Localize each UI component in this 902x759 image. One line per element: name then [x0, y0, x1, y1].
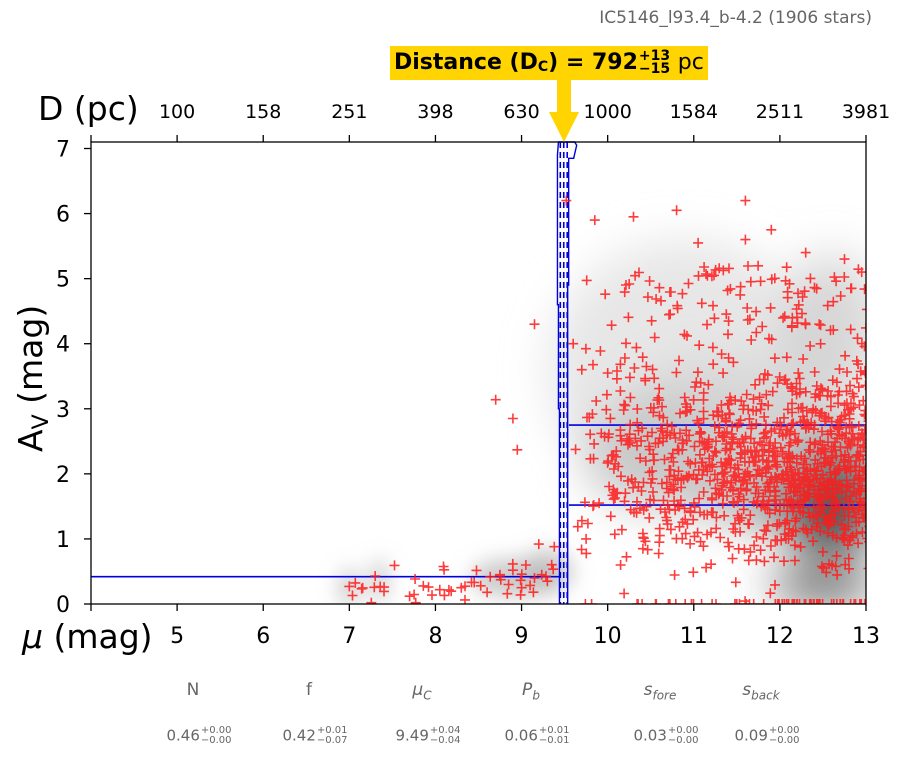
param-symbol: μ	[412, 680, 424, 700]
distance-plus: +13	[638, 48, 671, 64]
param-subscript: b	[532, 688, 540, 703]
param-error-minus: −0.00	[768, 735, 800, 746]
param-value-main: 0.42	[282, 726, 316, 745]
param-value-main: 0.46	[166, 726, 200, 745]
density-blob	[771, 561, 866, 604]
param-value: 0.09 +0.00 −0.00	[712, 726, 822, 746]
distance-prefix: Distance (D	[394, 50, 538, 75]
param-value-main: 0.03	[633, 726, 667, 745]
y-tick-label: 4	[56, 333, 70, 358]
distance-minus: −15	[638, 61, 671, 77]
param-value-main: 0.09	[734, 726, 768, 745]
distance-error: +13 −15	[638, 48, 671, 77]
top-tick-label: 100	[159, 101, 195, 123]
param-name: Pb	[476, 680, 586, 702]
param-subscript: C	[423, 688, 432, 703]
y-axis-label: AV (mag)	[11, 305, 54, 452]
param-value-main: 0.06	[504, 726, 538, 745]
param-name: sfore	[605, 680, 715, 702]
param-value: 0.42 +0.01 −0.07	[260, 726, 370, 746]
top-tick-label: 251	[331, 101, 367, 123]
top-tick-label: 2511	[756, 101, 804, 123]
y-tick-label: 7	[56, 138, 70, 163]
top-axis-label: D (pc)	[38, 89, 139, 128]
param-symbol: N	[186, 680, 200, 700]
x-tick-label: 11	[680, 624, 708, 649]
top-tick-label: 158	[245, 101, 281, 123]
y-axis-subscript: V	[29, 414, 54, 429]
param-name: sback	[706, 680, 816, 702]
param-error-plus: +0.01	[538, 725, 570, 736]
x-tick-label: 8	[428, 624, 442, 649]
top-tick-label: 3981	[842, 101, 890, 123]
x-tick-label: 5	[170, 624, 184, 649]
density-background	[339, 239, 866, 604]
x-tick-label: 13	[852, 624, 880, 649]
y-tick-label: 6	[56, 203, 70, 228]
y-axis-unit: (mag)	[11, 305, 50, 415]
param-error-minus: −0.04	[429, 735, 461, 746]
x-tick-label: 7	[342, 624, 356, 649]
distance-unit: pc	[677, 50, 704, 75]
param-error-minus: −0.00	[200, 735, 232, 746]
param-symbol: P	[522, 680, 533, 700]
param-value: 0.03 +0.00 −0.00	[611, 726, 721, 746]
x-axis-unit: (mag)	[43, 617, 153, 656]
x-tick-label: 9	[515, 624, 529, 649]
param-error: +0.00 −0.00	[668, 726, 699, 746]
param-error: +0.04 −0.04	[430, 726, 461, 746]
param-error: +0.00 −0.00	[201, 726, 232, 746]
x-tick-label: 12	[766, 624, 794, 649]
param-value-main: 9.49	[395, 726, 429, 745]
param-error-plus: +0.04	[429, 725, 461, 736]
density-blob	[370, 558, 389, 604]
param-error-minus: −0.00	[667, 735, 699, 746]
distance-sub: C	[537, 59, 549, 75]
y-tick-label: 5	[56, 268, 70, 293]
x-tick-label: 6	[256, 624, 270, 649]
param-error-plus: +0.00	[200, 725, 232, 736]
param-symbol: s	[643, 680, 653, 700]
param-error-plus: +0.01	[316, 725, 348, 736]
distance-annotation: Distance (DC) = 792 +13 −15 pc	[390, 46, 708, 80]
x-axis-symbol: μ	[21, 617, 43, 656]
star-markers	[344, 195, 866, 604]
top-tick-label: 1000	[583, 101, 631, 123]
param-subscript: fore	[652, 688, 677, 703]
param-subscript: back	[751, 688, 780, 703]
param-error-plus: +0.00	[667, 725, 699, 736]
top-tick-label: 398	[417, 101, 453, 123]
param-error: +0.01 −0.01	[539, 726, 570, 746]
param-error-plus: +0.00	[768, 725, 800, 736]
top-tick-label: 630	[503, 101, 539, 123]
param-symbol: s	[742, 680, 752, 700]
top-tick-label: 1584	[670, 101, 718, 123]
x-axis-label: μ (mag)	[21, 617, 153, 656]
star-plus-markers	[344, 195, 866, 604]
distance-value: ) = 792	[548, 50, 638, 75]
plot-frame	[90, 141, 867, 605]
y-axis-symbol: A	[11, 429, 50, 452]
param-error-minus: −0.01	[538, 735, 570, 746]
param-symbol: f	[306, 680, 312, 700]
cloud-label: IC5146_l93.4_b-4.2 (1906 stars)	[599, 8, 872, 28]
param-value: 9.49 +0.04 −0.04	[373, 726, 483, 746]
param-value: 0.06 +0.01 −0.01	[482, 726, 592, 746]
y-tick-label: 0	[56, 593, 70, 618]
param-name: f	[254, 680, 364, 700]
y-tick-label: 3	[56, 398, 70, 423]
param-error: +0.01 −0.07	[317, 726, 348, 746]
param-name: N	[138, 680, 248, 700]
x-tick-label: 10	[594, 624, 622, 649]
param-value: 0.46 +0.00 −0.00	[144, 726, 254, 746]
param-name: μC	[367, 680, 477, 702]
y-tick-label: 2	[56, 463, 70, 488]
y-tick-label: 1	[56, 528, 70, 553]
distance-arrow	[549, 80, 579, 142]
param-error: +0.00 −0.00	[769, 726, 800, 746]
param-error-minus: −0.07	[316, 735, 348, 746]
